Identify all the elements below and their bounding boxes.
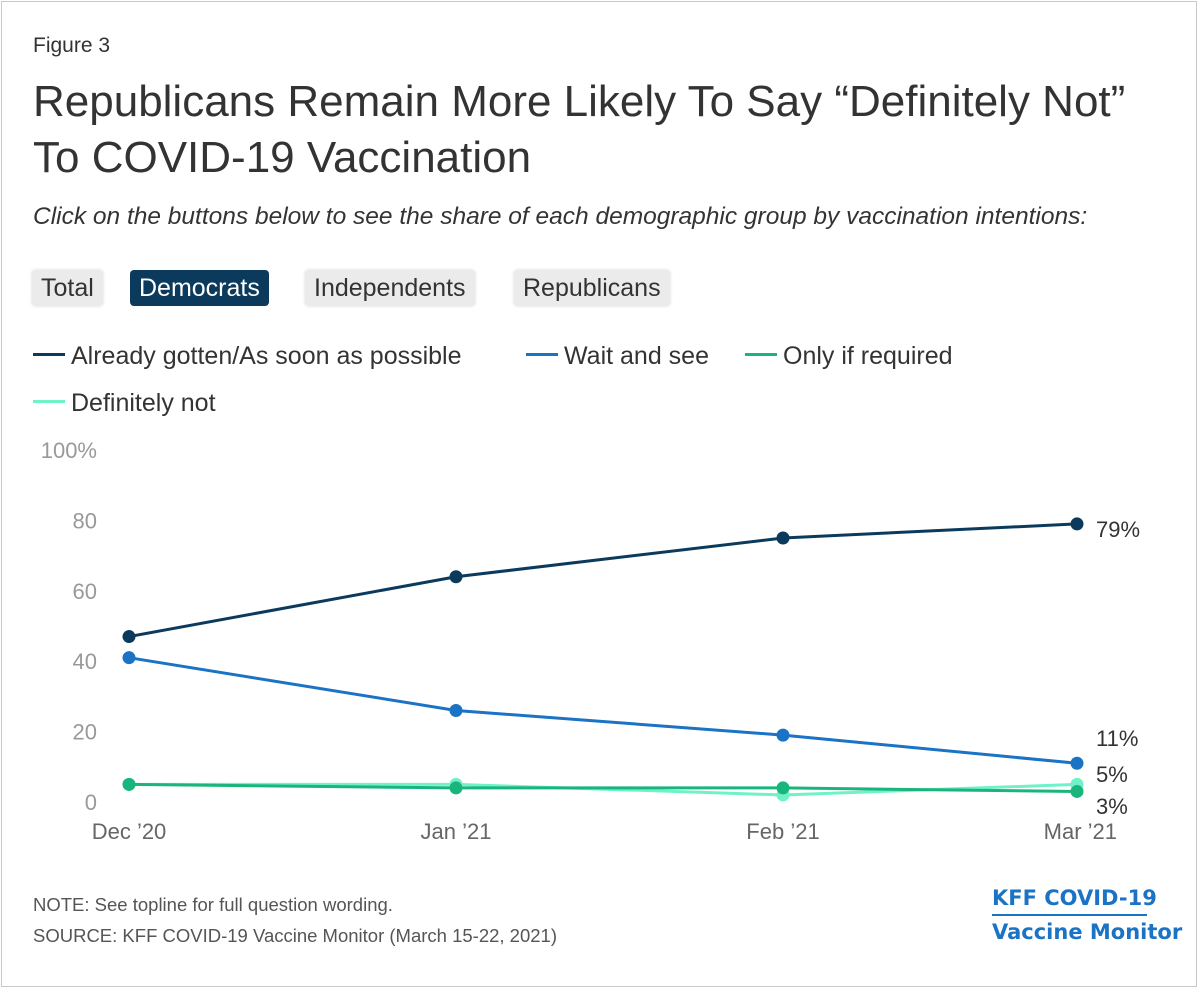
legend-swatch-required <box>745 352 777 356</box>
series-line-required <box>128 782 1078 793</box>
legend-label-wait: Wait and see <box>564 342 709 370</box>
y-tick-label: 40 <box>73 649 97 674</box>
y-tick-label: 100% <box>41 438 97 463</box>
figure-label: Figure 3 <box>33 34 111 57</box>
line-chart: 0 20 40 60 80 100% Dec ’20 Jan ’21 Feb ’21 Mar ’2… <box>41 438 1140 844</box>
data-point-already <box>449 570 463 584</box>
legend-item-definitely-not[interactable]: Definitely not <box>33 389 216 418</box>
legend-label-already: Already gotten/As soon as possible <box>71 342 462 370</box>
x-tick-label: Mar ’21 <box>1044 819 1117 844</box>
data-point-required <box>449 781 463 795</box>
brand-divider <box>992 914 1147 916</box>
data-point-wait <box>122 651 136 665</box>
legend-swatch-definitely-not <box>33 399 65 403</box>
end-label-required: 3% <box>1096 794 1128 819</box>
legend-swatch-already <box>33 352 65 356</box>
end-label-definitely-not: 5% <box>1096 762 1128 787</box>
button-total[interactable]: Total <box>32 270 103 306</box>
x-tick-label: Dec ’20 <box>92 819 167 844</box>
series-line-already <box>128 522 1078 639</box>
button-independents[interactable]: Independents <box>305 270 475 306</box>
note-text: NOTE: See topline for full question word… <box>33 894 393 915</box>
legend-item-already[interactable]: Already gotten/As soon as possible <box>33 342 462 371</box>
series-line-wait <box>128 656 1078 765</box>
y-tick-label: 60 <box>73 579 97 604</box>
button-democrats[interactable]: Democrats <box>130 270 269 306</box>
x-tick-label: Feb ’21 <box>746 819 819 844</box>
end-label-already: 79% <box>1096 517 1140 542</box>
legend-swatch-wait <box>526 352 558 356</box>
data-point-required <box>776 781 790 795</box>
data-point-already <box>776 531 790 545</box>
data-point-wait <box>776 728 790 742</box>
legend-label-required: Only if required <box>783 342 953 370</box>
legend-label-definitely-not: Definitely not <box>71 389 216 417</box>
data-point-required <box>1070 784 1084 798</box>
y-tick-label: 0 <box>85 790 97 815</box>
y-tick-label: 20 <box>73 720 97 745</box>
end-label-wait: 11% <box>1096 726 1138 751</box>
legend-item-required[interactable]: Only if required <box>745 342 953 371</box>
data-point-already <box>1070 517 1084 531</box>
x-tick-label: Jan ’21 <box>421 819 492 844</box>
chart-subtitle: Click on the buttons below to see the sh… <box>33 203 1088 230</box>
chart-title: Republicans Remain More Likely To Say “D… <box>33 77 1126 182</box>
button-republicans[interactable]: Republicans <box>514 270 670 306</box>
source-text: SOURCE: KFF COVID-19 Vaccine Monitor (Ma… <box>33 925 557 946</box>
legend-item-wait[interactable]: Wait and see <box>526 342 709 371</box>
data-point-already <box>122 630 136 644</box>
data-point-wait <box>1070 756 1084 770</box>
brand-line2: Vaccine Monitor <box>992 920 1183 944</box>
brand-line1: KFF COVID-19 <box>992 886 1157 910</box>
y-tick-label: 80 <box>73 508 97 533</box>
data-point-wait <box>449 703 463 717</box>
data-point-required <box>122 777 136 791</box>
